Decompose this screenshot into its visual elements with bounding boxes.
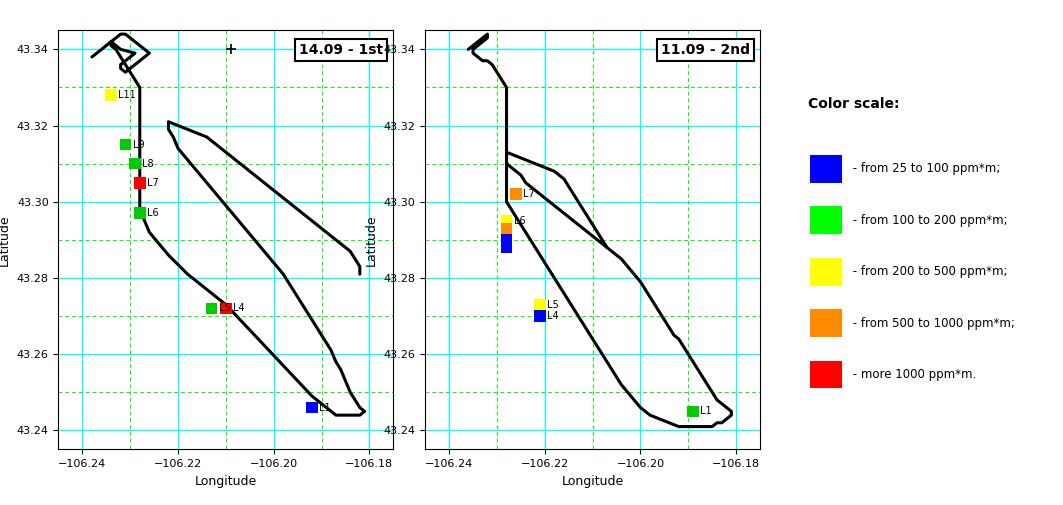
X-axis label: Longitude: Longitude bbox=[195, 475, 257, 488]
Point bbox=[132, 209, 149, 217]
Point bbox=[685, 408, 702, 416]
FancyBboxPatch shape bbox=[810, 155, 842, 183]
Text: L7: L7 bbox=[147, 178, 158, 188]
Y-axis label: Latitude: Latitude bbox=[365, 214, 378, 266]
Text: - from 500 to 1000 ppm*m;: - from 500 to 1000 ppm*m; bbox=[849, 317, 1015, 330]
Text: L4: L4 bbox=[233, 304, 244, 314]
Point bbox=[218, 305, 235, 313]
Text: - more 1000 ppm*m.: - more 1000 ppm*m. bbox=[849, 368, 977, 381]
Text: 14.09 - 1st: 14.09 - 1st bbox=[299, 43, 384, 57]
FancyBboxPatch shape bbox=[810, 258, 842, 286]
Text: L11: L11 bbox=[118, 90, 136, 100]
Text: L5: L5 bbox=[547, 299, 559, 310]
Point bbox=[203, 305, 220, 313]
Point bbox=[508, 190, 525, 198]
Text: L7: L7 bbox=[523, 189, 535, 199]
Text: L1: L1 bbox=[319, 402, 331, 413]
X-axis label: Longitude: Longitude bbox=[561, 475, 624, 488]
Point bbox=[499, 236, 516, 244]
Point bbox=[117, 140, 134, 148]
Text: - from 200 to 500 ppm*m;: - from 200 to 500 ppm*m; bbox=[849, 265, 1008, 278]
Y-axis label: Latitude: Latitude bbox=[0, 214, 12, 266]
FancyBboxPatch shape bbox=[810, 207, 842, 234]
Point bbox=[304, 403, 321, 412]
Text: Color scale:: Color scale: bbox=[808, 96, 899, 111]
Text: L8: L8 bbox=[142, 159, 154, 169]
FancyBboxPatch shape bbox=[810, 361, 842, 388]
Text: 11.09 - 2nd: 11.09 - 2nd bbox=[661, 43, 750, 57]
Text: L9: L9 bbox=[133, 139, 145, 149]
Point bbox=[499, 224, 516, 232]
Point bbox=[499, 217, 516, 225]
Text: L6: L6 bbox=[147, 208, 158, 218]
Point bbox=[499, 243, 516, 251]
FancyBboxPatch shape bbox=[810, 309, 842, 337]
Point bbox=[532, 300, 549, 309]
Text: - from 100 to 200 ppm*m;: - from 100 to 200 ppm*m; bbox=[849, 214, 1008, 227]
Text: - from 25 to 100 ppm*m;: - from 25 to 100 ppm*m; bbox=[849, 163, 1000, 175]
Text: L5: L5 bbox=[219, 304, 231, 314]
Point bbox=[532, 312, 549, 320]
Point bbox=[126, 160, 144, 168]
Point bbox=[103, 91, 120, 99]
Text: L4: L4 bbox=[547, 311, 559, 321]
Point bbox=[132, 179, 149, 187]
Text: L6: L6 bbox=[513, 216, 525, 226]
Text: L1: L1 bbox=[701, 407, 712, 416]
